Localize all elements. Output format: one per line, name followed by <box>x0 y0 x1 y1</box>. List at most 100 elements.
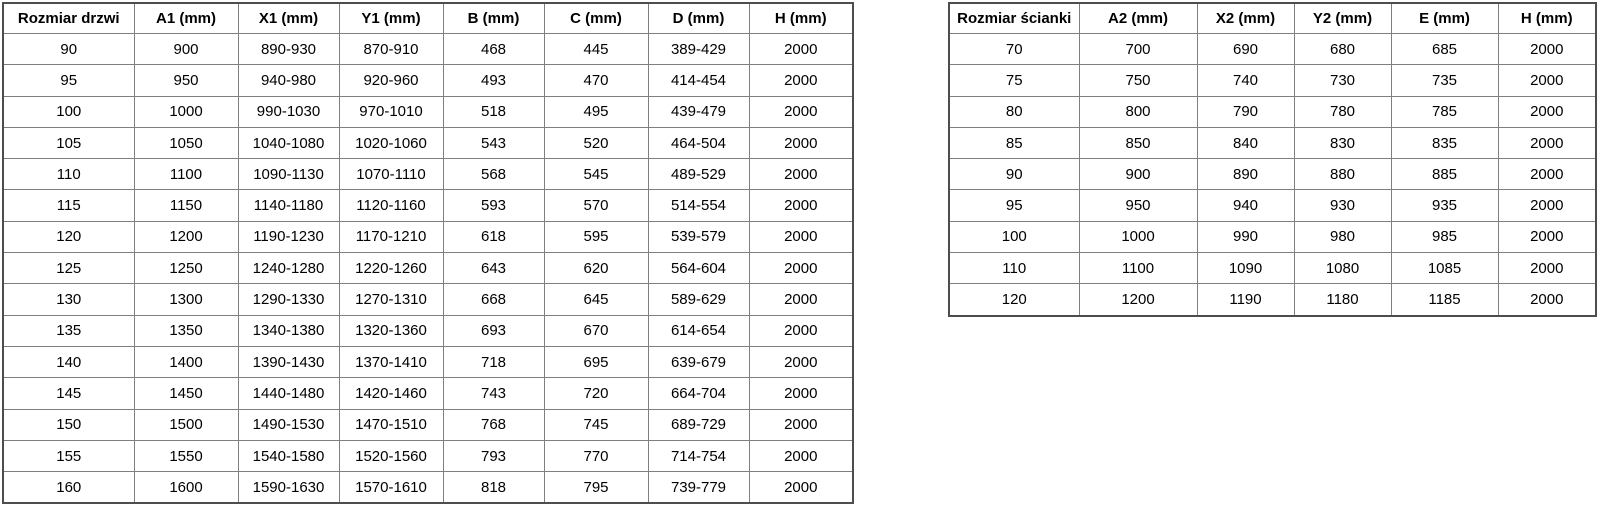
table-cell: 2000 <box>1497 32 1597 66</box>
table-cell: 468 <box>442 32 545 66</box>
table-row: 120 1200 1190 1180 1185 2000 <box>948 283 1597 317</box>
table-cell: 618 <box>442 220 545 254</box>
table-cell: 100 <box>948 220 1080 254</box>
table-cell: 2000 <box>748 126 854 160</box>
table-row: 140 1400 1390-1430 1370-1410 718 695 639-679 20… <box>2 345 854 379</box>
table-cell: 439-479 <box>647 95 750 128</box>
table-cell: 645 <box>543 283 649 316</box>
column-header: X1 (mm) <box>237 2 340 34</box>
table-cell: 1500 <box>133 408 239 441</box>
table-cell: 80 <box>948 95 1080 128</box>
table-cell: 1400 <box>133 345 239 379</box>
table-cell: 120 <box>948 283 1080 317</box>
table-row: 155 1550 1540-1580 1520-1560 793 770 714-754 20… <box>2 439 854 473</box>
table-cell: 135 <box>2 314 135 347</box>
table-cell: 85 <box>948 126 1080 160</box>
table-cell: 2000 <box>748 283 854 316</box>
table-cell: 595 <box>543 220 649 254</box>
table-cell: 545 <box>543 158 649 191</box>
table-cell: 990 <box>1196 220 1295 254</box>
table-cell: 593 <box>442 189 545 222</box>
table-cell: 793 <box>442 439 545 473</box>
table-row: 160 1600 1590-1630 1570-1610 818 795 739-779 20… <box>2 471 854 504</box>
table-cell: 100 <box>2 95 135 128</box>
table-cell: 2000 <box>748 439 854 473</box>
table-cell: 1140-1180 <box>237 189 340 222</box>
table-cell: 739-779 <box>647 471 750 504</box>
table-cell: 2000 <box>1497 95 1597 128</box>
table-cell: 1040-1080 <box>237 126 340 160</box>
table-cell: 614-654 <box>647 314 750 347</box>
table-cell: 489-529 <box>647 158 750 191</box>
column-header: A1 (mm) <box>133 2 239 34</box>
table-cell: 670 <box>543 314 649 347</box>
table-cell: 1090 <box>1196 252 1295 285</box>
table-cell: 564-604 <box>647 252 750 285</box>
table-cell: 130 <box>2 283 135 316</box>
table-cell: 2000 <box>1497 126 1597 160</box>
table-cell: 514-554 <box>647 189 750 222</box>
table-cell: 940-980 <box>237 64 340 97</box>
table-cell: 743 <box>442 377 545 410</box>
table-cell: 2000 <box>1497 252 1597 285</box>
table-row: 80 800 790 780 785 2000 <box>948 95 1597 128</box>
table-cell: 668 <box>442 283 545 316</box>
table-cell: 1080 <box>1293 252 1392 285</box>
table-row: 125 1250 1240-1280 1220-1260 643 620 564-604 20… <box>2 252 854 285</box>
table-row: 100 1000 990 980 985 2000 <box>948 220 1597 254</box>
table-row: 145 1450 1440-1480 1420-1460 743 720 664-704 20… <box>2 377 854 410</box>
table-cell: 1340-1380 <box>237 314 340 347</box>
table-cell: 520 <box>543 126 649 160</box>
table-cell: 1520-1560 <box>338 439 444 473</box>
table-row: 75 750 740 730 735 2000 <box>948 64 1597 97</box>
table-cell: 1440-1480 <box>237 377 340 410</box>
table-row: 85 850 840 830 835 2000 <box>948 126 1597 160</box>
table-cell: 2000 <box>748 377 854 410</box>
table-cell: 980 <box>1293 220 1392 254</box>
table-row: 105 1050 1040-1080 1020-1060 543 520 464-504 20… <box>2 126 854 160</box>
table-cell: 1170-1210 <box>338 220 444 254</box>
table-cell: 95 <box>2 64 135 97</box>
table-cell: 695 <box>543 345 649 379</box>
table-cell: 1300 <box>133 283 239 316</box>
table-cell: 970-1010 <box>338 95 444 128</box>
table-cell: 890-930 <box>237 32 340 66</box>
table-cell: 1250 <box>133 252 239 285</box>
table-cell: 2000 <box>748 220 854 254</box>
table-cell: 985 <box>1390 220 1499 254</box>
table-cell: 1540-1580 <box>237 439 340 473</box>
table-cell: 950 <box>133 64 239 97</box>
column-header: E (mm) <box>1390 2 1499 34</box>
table-cell: 110 <box>2 158 135 191</box>
column-header: Y1 (mm) <box>338 2 444 34</box>
table-cell: 1420-1460 <box>338 377 444 410</box>
table-cell: 110 <box>948 252 1080 285</box>
table-cell: 1085 <box>1390 252 1499 285</box>
table-cell: 2000 <box>748 64 854 97</box>
table-cell: 2000 <box>1497 220 1597 254</box>
table-cell: 643 <box>442 252 545 285</box>
table-cell: 2000 <box>748 408 854 441</box>
table-cell: 1490-1530 <box>237 408 340 441</box>
table-cell: 840 <box>1196 126 1295 160</box>
table-cell: 1200 <box>133 220 239 254</box>
table-cell: 75 <box>948 64 1080 97</box>
table-cell: 1100 <box>1078 252 1198 285</box>
header-row: Rozmiar drzwi A1 (mm) X1 (mm) Y1 (mm) B (mm)… <box>2 2 854 34</box>
table-row: 110 1100 1090 1080 1085 2000 <box>948 252 1597 285</box>
table-cell: 589-629 <box>647 283 750 316</box>
table-cell: 920-960 <box>338 64 444 97</box>
column-header: H (mm) <box>1497 2 1597 34</box>
column-header: Rozmiar drzwi <box>2 2 135 34</box>
table-row: 95 950 940 930 935 2000 <box>948 189 1597 222</box>
table-cell: 470 <box>543 64 649 97</box>
table-cell: 115 <box>2 189 135 222</box>
table-cell: 543 <box>442 126 545 160</box>
table-cell: 140 <box>2 345 135 379</box>
table-cell: 830 <box>1293 126 1392 160</box>
table-cell: 780 <box>1293 95 1392 128</box>
column-header: D (mm) <box>647 2 750 34</box>
table-cell: 1590-1630 <box>237 471 340 504</box>
table-cell: 1390-1430 <box>237 345 340 379</box>
table-cell: 935 <box>1390 189 1499 222</box>
